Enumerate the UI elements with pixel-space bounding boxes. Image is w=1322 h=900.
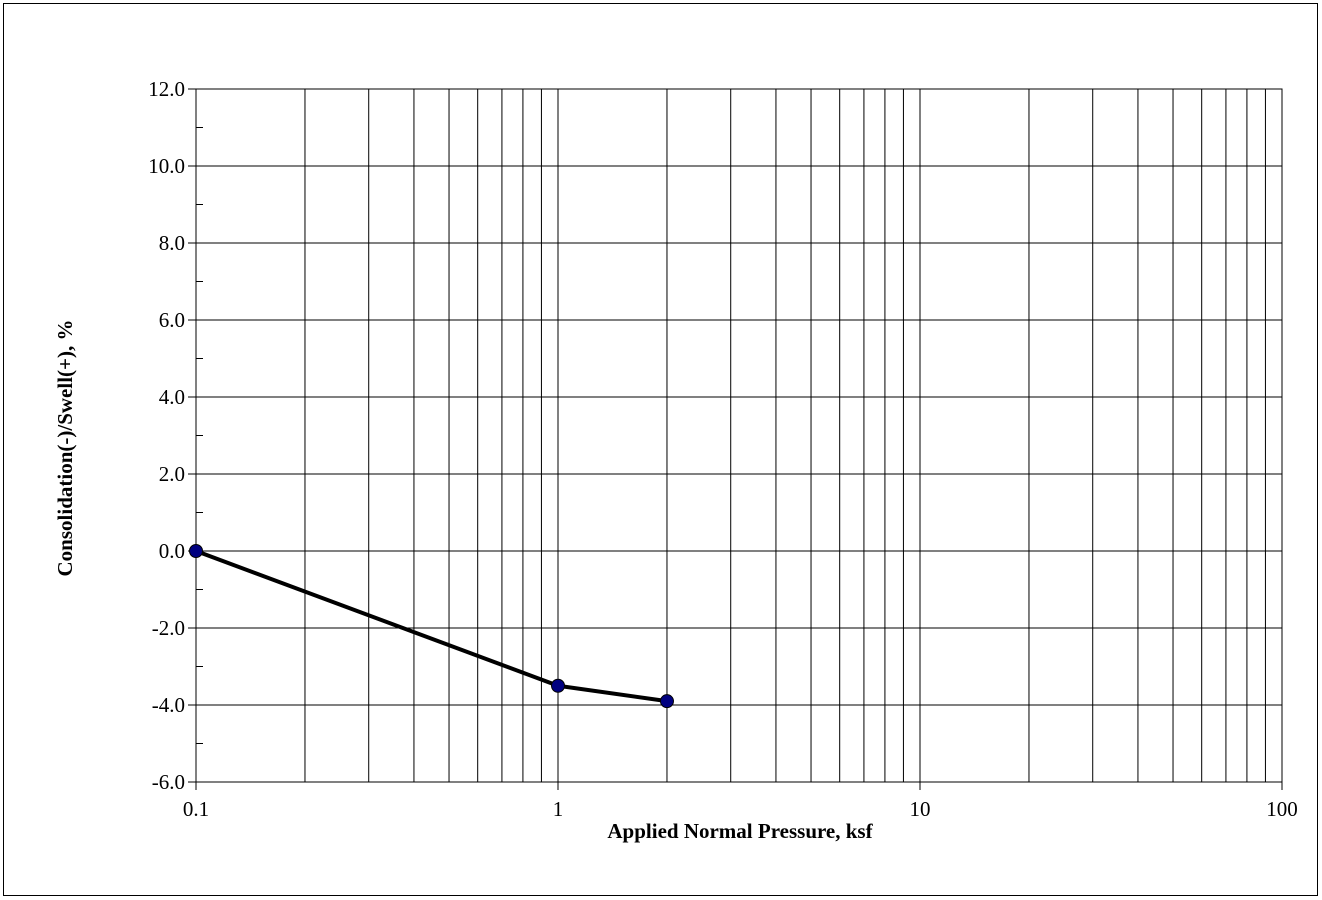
y-tick-label: 2.0	[159, 462, 185, 486]
chart-frame	[3, 3, 1318, 896]
y-tick-label: -4.0	[152, 693, 185, 717]
plot-area-border	[195, 88, 1283, 783]
y-tick-label: 10.0	[148, 154, 185, 178]
y-tick-label: 0.0	[159, 539, 185, 563]
series-line	[195, 549, 668, 704]
x-axis-title: Applied Normal Pressure, ksf	[607, 819, 873, 843]
grid-lines	[195, 88, 1283, 783]
y-tick-label: -6.0	[152, 770, 185, 794]
y-tick-label: 4.0	[159, 385, 185, 409]
data-point-marker	[189, 544, 203, 558]
axes	[188, 88, 1283, 790]
y-tick-label: 8.0	[159, 231, 185, 255]
x-tick-label: 0.1	[183, 797, 209, 821]
data-point-marker	[659, 694, 674, 709]
data-point-marker	[551, 678, 565, 693]
x-tick-label: 1	[553, 797, 564, 821]
y-tick-label: 12.0	[148, 77, 185, 101]
x-tick-label: 10	[910, 797, 931, 821]
y-axis-title: Consolidation(-)/Swell(+), %	[53, 320, 77, 577]
tick-labels: 12.0 10.0 8.0 6.0 4.0 2.0 0.0 -2.0 -4.0 -6.0 0.1 1 1…	[148, 77, 1298, 821]
data-series	[189, 544, 674, 709]
y-tick-label: -2.0	[152, 616, 185, 640]
y-tick-label: 6.0	[159, 308, 185, 332]
x-tick-label: 100	[1266, 797, 1298, 821]
